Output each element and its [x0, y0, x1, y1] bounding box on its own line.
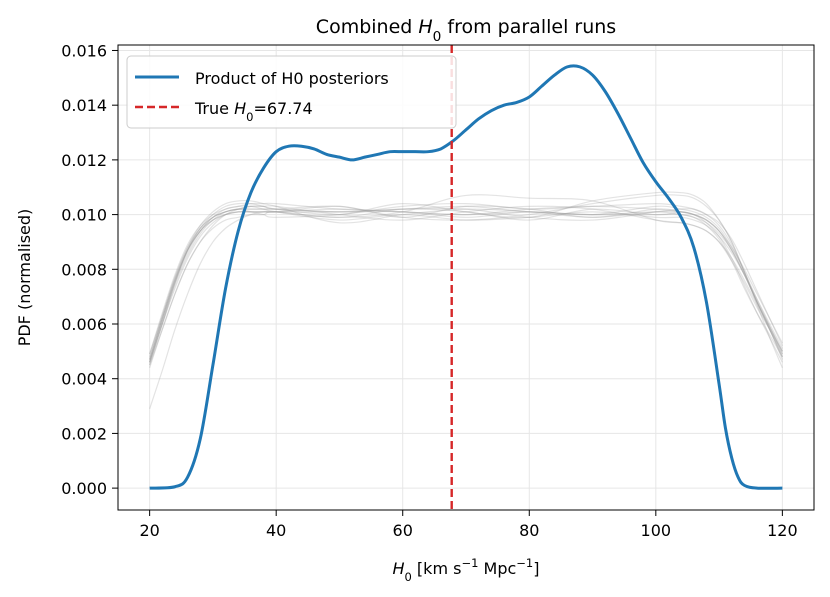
y-tick-label: 0.002 — [61, 424, 107, 443]
individual-run-line — [149, 194, 783, 363]
individual-run-line — [149, 207, 783, 360]
legend-box — [126, 55, 457, 129]
individual-run-line — [149, 205, 783, 360]
individual-run-line — [149, 194, 783, 360]
y-tick-label: 0.016 — [61, 41, 107, 60]
y-tick-label: 0.000 — [61, 479, 107, 498]
x-axis-ticks: 20 40 60 80 100 120 — [139, 510, 798, 540]
individual-run-line — [149, 205, 783, 355]
individual-run-line — [149, 191, 783, 368]
x-tick-label: 80 — [519, 521, 539, 540]
grid — [118, 45, 814, 510]
y-tick-label: 0.012 — [61, 151, 107, 170]
individual-run-line — [149, 199, 783, 355]
individual-run-line — [149, 202, 783, 363]
x-axis-label: H0 [km s−1 Mpc−1] — [392, 556, 539, 584]
legend-true-h0-label: True H0=67.74 — [194, 99, 313, 124]
individual-run-line — [149, 202, 783, 363]
y-tick-label: 0.014 — [61, 96, 107, 115]
individual-run-line — [149, 208, 783, 360]
product-posterior-line — [149, 64, 783, 490]
y-tick-label: 0.004 — [61, 370, 107, 389]
x-tick-label: 120 — [767, 521, 798, 540]
legend: Product of H0 posteriors True H0=67.74 — [126, 55, 457, 129]
x-tick-label: 40 — [266, 521, 286, 540]
y-axis-label: PDF (normalised) — [15, 209, 34, 347]
product-line-group — [149, 64, 783, 490]
individual-run-line — [149, 202, 783, 366]
y-tick-label: 0.006 — [61, 315, 107, 334]
y-tick-label: 0.010 — [61, 206, 107, 225]
y-tick-label: 0.008 — [61, 260, 107, 279]
individual-run-line — [149, 208, 783, 368]
legend-product-label: Product of H0 posteriors — [195, 69, 389, 88]
x-tick-label: 60 — [393, 521, 413, 540]
individual-run-line — [149, 205, 783, 409]
y-axis-ticks: 0.000 0.002 0.004 0.006 0.008 0.010 0.012 0.014… — [61, 41, 118, 498]
x-tick-label: 100 — [641, 521, 672, 540]
x-tick-label: 20 — [139, 521, 159, 540]
individual-run-lines — [149, 191, 783, 409]
chart-title: Combined H0 from parallel runs — [316, 16, 616, 45]
plot-frame — [117, 44, 815, 511]
individual-run-line — [149, 205, 783, 363]
